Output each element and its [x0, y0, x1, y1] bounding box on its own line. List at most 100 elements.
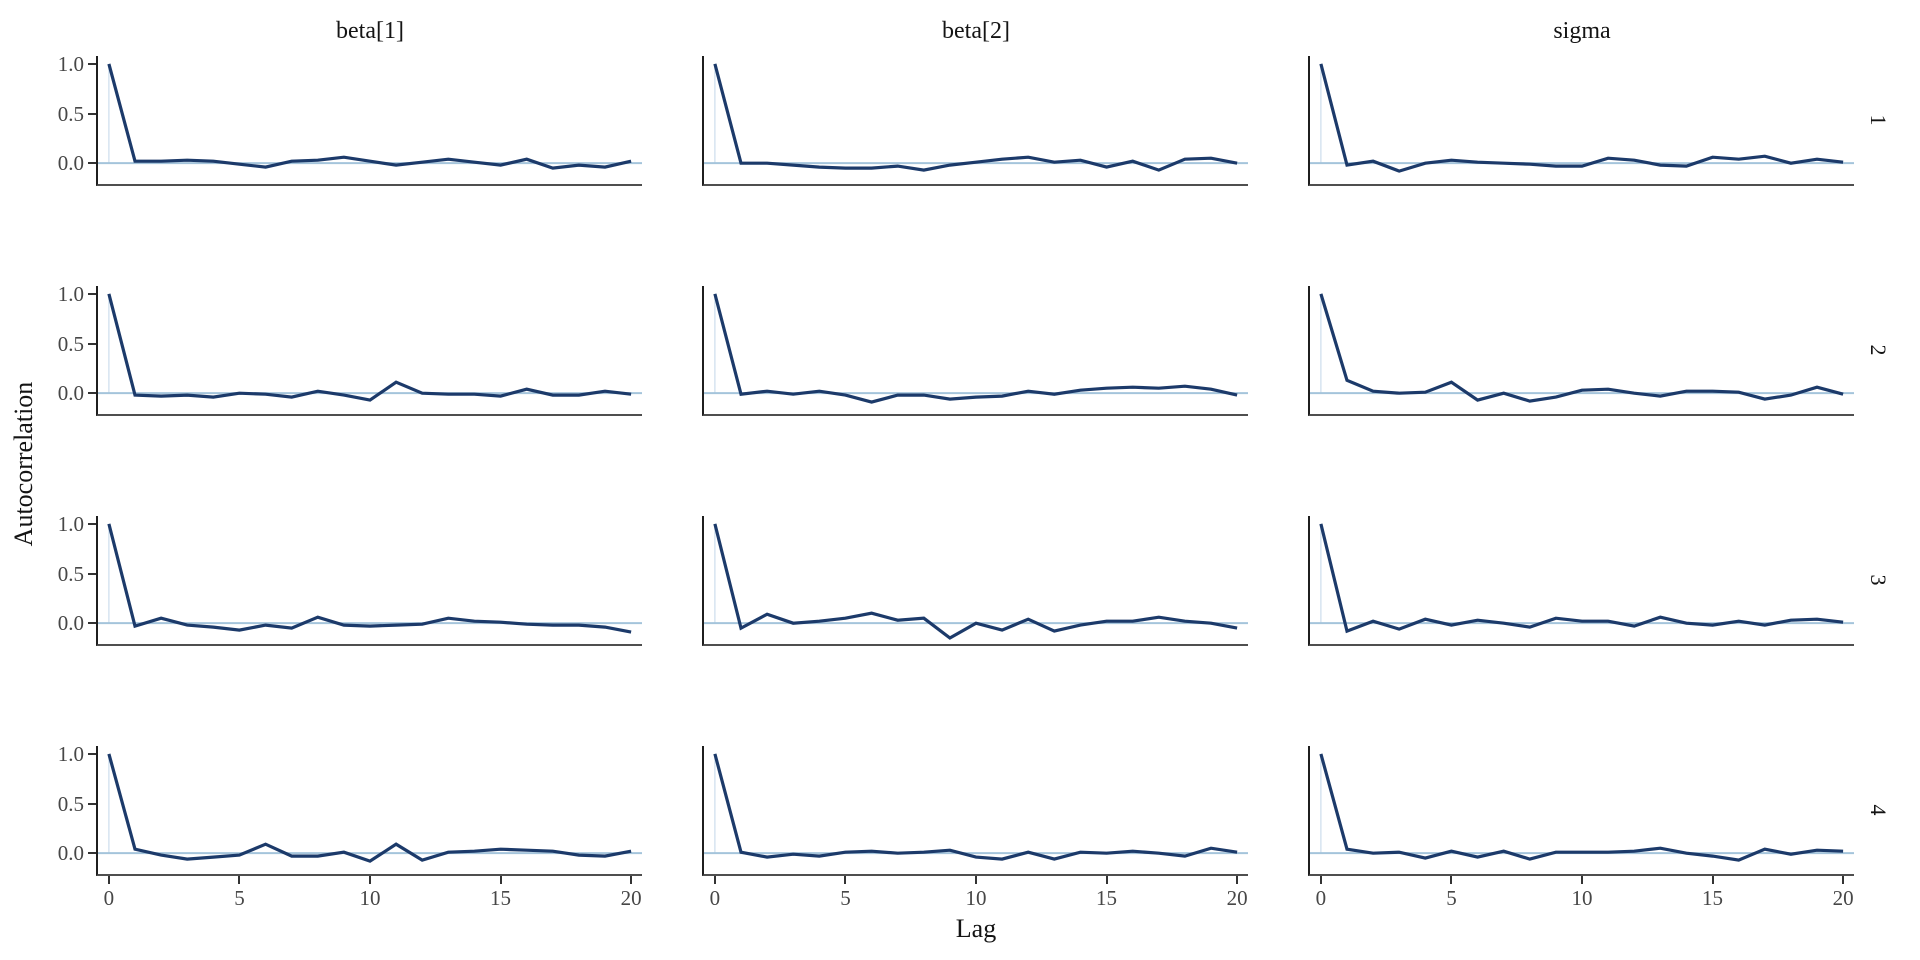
acf-line [713, 63, 1238, 172]
y-tick-label: 0.0 [57, 841, 84, 866]
acf-panel-beta1-chain3 [96, 516, 642, 646]
y-tick-label: 1.0 [57, 51, 84, 76]
acf-line [1319, 523, 1844, 634]
y-tick-label: 0.5 [57, 561, 84, 586]
x-tick-label: 15 [1096, 886, 1118, 910]
acf-panel-beta1-chain2 [96, 286, 642, 416]
x-tick-label: 20 [1226, 886, 1248, 910]
y-tick-mark [88, 342, 96, 345]
acf-plot-area [1310, 63, 1854, 173]
acf-panel-sigma-chain4 [1308, 746, 1854, 876]
x-tick-label: 10 [965, 886, 987, 910]
acf-line [107, 753, 632, 863]
acf-panel-beta2-chain4 [702, 746, 1248, 876]
x-tick-label: 0 [103, 886, 115, 910]
acf-line [713, 523, 1238, 640]
acf-line [107, 523, 632, 634]
x-tick-mark [1236, 876, 1239, 884]
y-tick-mark [88, 852, 96, 855]
x-tick-label: 0 [1315, 886, 1327, 910]
x-tick-mark [1842, 876, 1845, 884]
y-tick-label: 1.0 [57, 511, 84, 536]
x-axis-title: Lag [955, 914, 997, 943]
y-tick-label: 1.0 [57, 281, 84, 306]
acf-line [107, 63, 632, 170]
acf-plot-area [98, 523, 642, 634]
acf-line [713, 293, 1238, 404]
facet-column-title-2: beta[2] [942, 18, 1010, 44]
x-tick-mark [713, 876, 716, 884]
x-tick-mark [107, 876, 110, 884]
acf-panel-beta2-chain2 [702, 286, 1248, 416]
y-tick-label: 0.0 [57, 151, 84, 176]
y-tick-mark [88, 62, 96, 65]
x-tick-mark [1105, 876, 1108, 884]
acf-plot-area [98, 293, 642, 402]
y-tick-label: 0.0 [57, 381, 84, 406]
x-tick-label: 10 [1571, 886, 1593, 910]
acf-line [713, 753, 1238, 861]
acf-panel-sigma-chain2 [1308, 286, 1854, 416]
acf-plot-area [1310, 293, 1854, 403]
facet-row-label-2: 2 [1866, 344, 1891, 356]
y-tick-mark [88, 752, 96, 755]
acf-plot-area [704, 523, 1248, 640]
x-tick-label: 5 [234, 886, 245, 910]
acf-panel-beta1-chain1 [96, 56, 642, 186]
acf-line [1319, 293, 1844, 403]
x-tick-label: 20 [620, 886, 642, 910]
x-tick-mark [1581, 876, 1583, 884]
y-axis-title: Autocorrelation [9, 381, 38, 547]
acf-panel-beta1-chain4 [96, 746, 642, 876]
x-tick-mark [1319, 876, 1322, 884]
y-tick-mark [88, 112, 96, 115]
x-tick-label: 5 [840, 886, 851, 910]
acf-plot-area [98, 63, 642, 170]
acf-plot-area [704, 63, 1248, 172]
y-tick-label: 0.0 [57, 611, 84, 636]
facet-column-title-3: sigma [1553, 18, 1611, 44]
x-tick-label: 5 [1446, 886, 1457, 910]
y-tick-mark [88, 292, 96, 295]
facet-row-label-1: 1 [1866, 114, 1891, 126]
x-tick-mark [369, 876, 371, 884]
x-tick-label: 10 [359, 886, 381, 910]
acf-plot-area [98, 753, 642, 863]
acf-plot-area [1310, 523, 1854, 634]
acf-line [1319, 753, 1844, 862]
y-tick-mark [88, 522, 96, 525]
x-tick-mark [1450, 876, 1453, 884]
x-tick-mark [844, 876, 847, 884]
acf-line [1319, 63, 1844, 173]
y-tick-mark [88, 392, 96, 395]
facet-row-label-4: 4 [1866, 804, 1891, 816]
y-tick-mark [88, 622, 96, 625]
acf-plot-area [1310, 753, 1854, 862]
acf-panel-sigma-chain3 [1308, 516, 1854, 646]
facet-column-title-1: beta[1] [336, 18, 404, 44]
acf-panel-sigma-chain1 [1308, 56, 1854, 186]
x-tick-mark [975, 876, 977, 884]
y-tick-mark [88, 572, 96, 575]
y-tick-label: 0.5 [57, 791, 84, 816]
x-tick-mark [499, 876, 502, 884]
acf-panel-beta2-chain3 [702, 516, 1248, 646]
y-tick-label: 0.5 [57, 331, 84, 356]
y-tick-mark [88, 802, 96, 805]
acf-plot-area [704, 293, 1248, 404]
acf-line [107, 293, 632, 402]
acf-plot-area [704, 753, 1248, 861]
x-tick-mark [1711, 876, 1714, 884]
x-tick-label: 15 [1702, 886, 1724, 910]
acf-panel-beta2-chain1 [702, 56, 1248, 186]
y-tick-mark [88, 162, 96, 165]
x-tick-label: 0 [709, 886, 721, 910]
x-tick-mark [238, 876, 241, 884]
y-tick-label: 1.0 [57, 741, 84, 766]
x-tick-label: 20 [1832, 886, 1854, 910]
x-tick-mark [630, 876, 633, 884]
y-tick-label: 0.5 [57, 101, 84, 126]
facet-row-label-3: 3 [1866, 574, 1891, 586]
x-tick-label: 15 [490, 886, 512, 910]
